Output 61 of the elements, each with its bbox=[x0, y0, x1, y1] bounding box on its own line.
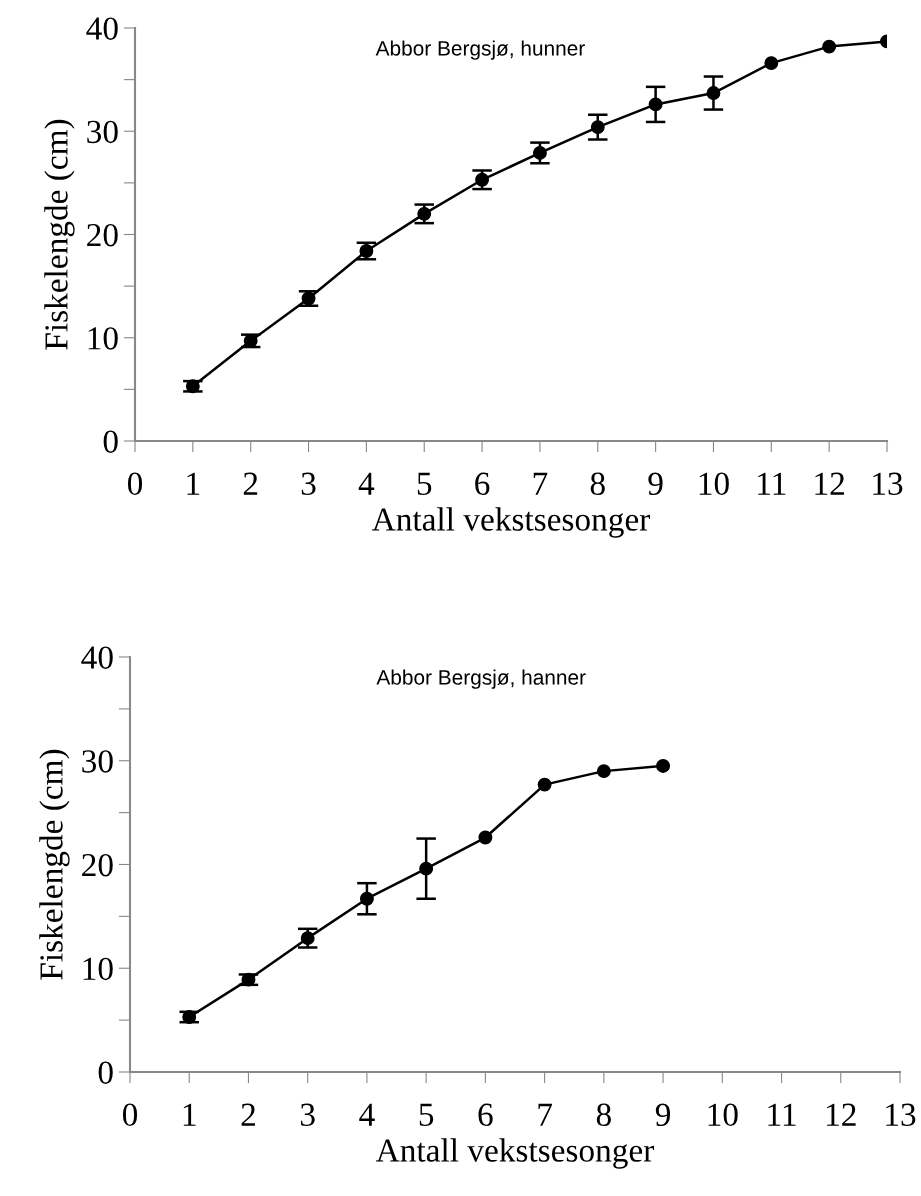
point bbox=[359, 891, 374, 906]
x-tick-label: 3 bbox=[300, 1103, 315, 1127]
point bbox=[596, 764, 611, 779]
x-tick-label: 12 bbox=[815, 472, 844, 495]
y-tick-label: 40 bbox=[86, 17, 118, 40]
y-axis-title: Fiskelengde (cm) bbox=[39, 749, 70, 980]
x-tick-label: 11 bbox=[758, 472, 786, 495]
x-tick-label: 12 bbox=[827, 1103, 856, 1126]
y-tick-label: 0 bbox=[98, 1061, 113, 1084]
point bbox=[706, 86, 721, 100]
y-tick-label: 20 bbox=[87, 223, 118, 247]
y-axis-title: Fiskelengde (cm) bbox=[44, 119, 75, 350]
x-tick-label: 1 bbox=[187, 472, 200, 495]
point bbox=[185, 379, 200, 394]
text: Abbor Bergsjø, hanner bbox=[376, 669, 586, 689]
y-tick-label: 40 bbox=[81, 646, 113, 669]
x-tick-label: 9 bbox=[655, 1103, 671, 1127]
y-tick-label: 10 bbox=[83, 957, 113, 981]
point bbox=[243, 333, 258, 348]
x-tick-label: 8 bbox=[596, 1103, 611, 1127]
y-tick-label: 30 bbox=[82, 750, 113, 773]
x-axis-title: Antall vekstsesonger bbox=[372, 507, 651, 538]
y-tick-label: 10 bbox=[88, 327, 118, 350]
x-tick-label: 13 bbox=[873, 472, 903, 496]
point bbox=[241, 972, 256, 987]
text: Abbor Bergsjø, hunner bbox=[375, 40, 585, 60]
x-tick-label: 5 bbox=[417, 472, 432, 496]
x-tick-label: 9 bbox=[648, 472, 663, 496]
x-tick-label: 13 bbox=[886, 1103, 916, 1127]
x-tick-label: 10 bbox=[699, 472, 729, 496]
point bbox=[182, 1010, 197, 1024]
y-tick-label: 0 bbox=[103, 430, 118, 453]
x-tick-label: 4 bbox=[359, 1103, 375, 1126]
point bbox=[764, 56, 779, 71]
point bbox=[590, 120, 605, 135]
x-tick-label: 1 bbox=[183, 1103, 196, 1126]
x-tick-label: 4 bbox=[358, 472, 375, 495]
x-tick-label: 5 bbox=[419, 1103, 434, 1127]
point bbox=[301, 291, 316, 306]
x-tick-label: 6 bbox=[478, 1103, 493, 1127]
y-tick-label: 30 bbox=[87, 120, 118, 144]
point bbox=[532, 145, 547, 160]
point bbox=[648, 97, 663, 112]
point bbox=[656, 758, 671, 773]
x-tick-label: 8 bbox=[590, 472, 605, 496]
point bbox=[478, 830, 493, 845]
x-tick-label: 3 bbox=[301, 472, 316, 496]
x-tick-label: 0 bbox=[127, 472, 143, 496]
x-axis-title: Antall vekstsesonger bbox=[376, 1138, 655, 1169]
point bbox=[822, 39, 837, 54]
point bbox=[419, 861, 434, 876]
x-tick-label: 6 bbox=[475, 472, 490, 496]
x-tick-label: 10 bbox=[708, 1103, 738, 1127]
x-tick-label: 2 bbox=[243, 472, 258, 495]
y-tick-label: 20 bbox=[82, 853, 113, 877]
x-tick-label: 0 bbox=[122, 1103, 138, 1127]
x-tick-label: 2 bbox=[241, 1103, 255, 1126]
x-tick-label: 11 bbox=[768, 1103, 796, 1126]
x-tick-label: 7 bbox=[538, 1103, 552, 1126]
point bbox=[537, 777, 552, 792]
x-tick-label: 7 bbox=[533, 472, 548, 495]
